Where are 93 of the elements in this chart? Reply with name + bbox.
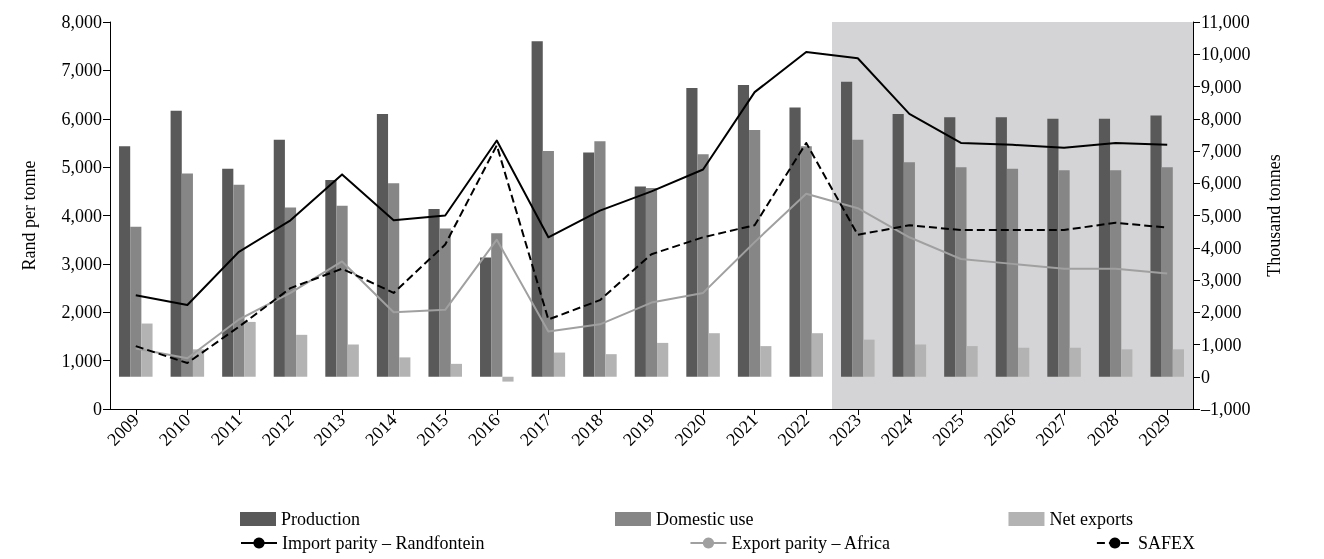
y-tick-label: 1,000 [61, 350, 102, 371]
bar [439, 228, 451, 377]
bar [388, 183, 400, 377]
bar [141, 323, 153, 377]
bar [502, 376, 514, 382]
bar [995, 117, 1007, 377]
legend-label: Net exports [1049, 509, 1133, 529]
bar [347, 344, 359, 377]
line-series [134, 192, 1169, 360]
legend-label: Import parity – Randfontein [282, 533, 485, 553]
y2-tick-label: 4,000 [1201, 237, 1242, 258]
bar [1047, 118, 1059, 377]
y2-tick-label: 9,000 [1201, 76, 1242, 97]
bar [273, 139, 285, 377]
bar [1161, 167, 1173, 377]
bar [376, 113, 389, 377]
bar [181, 173, 193, 377]
legend-label: Export parity – Africa [731, 533, 890, 553]
y2-axis-title: Thousand tonnes [1264, 154, 1284, 277]
bar [697, 154, 709, 377]
bar [428, 209, 440, 377]
y2-tick-label: 8,000 [1201, 108, 1242, 129]
y-tick-label: 0 [93, 399, 102, 419]
legend-label: Domestic use [656, 509, 754, 529]
y-tick-label: 7,000 [61, 60, 102, 81]
bar [789, 107, 801, 377]
bar [222, 168, 234, 377]
y2-tick-label: 11,000 [1201, 12, 1250, 32]
bar [1172, 349, 1184, 377]
bar [119, 146, 131, 377]
bar [1018, 347, 1030, 377]
y2-tick-label: 5,000 [1201, 205, 1242, 226]
bar [480, 257, 492, 377]
y2-tick-label: 2,000 [1201, 302, 1242, 323]
bar [336, 205, 348, 377]
bar [1150, 115, 1162, 377]
bar [903, 162, 915, 377]
bar [966, 346, 978, 377]
legend-label: SAFEX [1137, 533, 1195, 553]
y2-tick-label: 1,000 [1201, 334, 1242, 355]
legend-label: Production [281, 509, 360, 529]
y-tick-label: 4,000 [61, 205, 102, 226]
bar [594, 141, 606, 377]
bar [760, 346, 772, 377]
bar [914, 344, 927, 377]
bar [553, 352, 566, 377]
bar [892, 113, 904, 377]
y-tick-label: 8,000 [61, 12, 102, 32]
bar [1069, 347, 1081, 377]
bar [605, 354, 617, 377]
y2-tick-label: 7,000 [1201, 141, 1242, 161]
bar [955, 167, 967, 377]
bar [1098, 118, 1111, 377]
bar [1121, 349, 1133, 377]
y-tick-label: 5,000 [61, 157, 102, 178]
bar [852, 139, 864, 377]
bar [296, 334, 308, 377]
bar [708, 333, 720, 377]
bar [325, 180, 337, 377]
y2-tick-label: 6,000 [1201, 173, 1242, 194]
bar [1058, 170, 1070, 377]
bar [749, 130, 761, 377]
bar [944, 117, 956, 377]
bar [811, 333, 823, 377]
bar [531, 41, 543, 377]
y-tick-label: 6,000 [61, 108, 102, 129]
bar [737, 84, 750, 377]
bar [284, 207, 297, 377]
bar [450, 363, 462, 377]
bar [170, 110, 182, 377]
bar [634, 186, 646, 377]
y-tick-label: 3,000 [61, 253, 102, 274]
y2-tick-label: 0 [1201, 366, 1210, 387]
bar [491, 233, 503, 377]
bar [863, 339, 875, 377]
bar [542, 151, 554, 377]
bar [244, 321, 256, 377]
y-axis-title: Rand per tonne [19, 160, 39, 271]
bar [645, 188, 658, 377]
bar [686, 88, 698, 377]
bar [1006, 168, 1019, 377]
y-tick-label: 2,000 [61, 302, 102, 323]
bar [399, 357, 411, 377]
bar [800, 146, 812, 377]
bar [583, 152, 595, 377]
bar [841, 81, 853, 377]
bar [130, 226, 142, 377]
bar [657, 342, 669, 377]
bar [233, 184, 245, 377]
y2-tick-label: –1,000 [1200, 399, 1251, 419]
y2-tick-label: 10,000 [1201, 44, 1251, 65]
y2-tick-label: 3,000 [1201, 270, 1242, 290]
bar [1110, 170, 1122, 377]
